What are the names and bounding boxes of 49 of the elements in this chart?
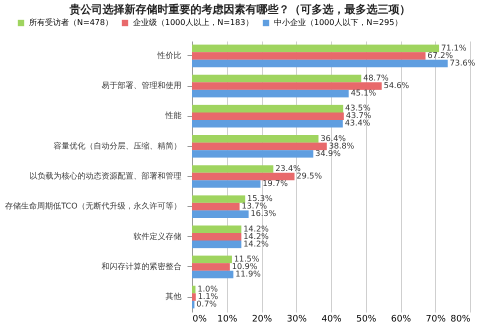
data-label: 11.9%	[235, 269, 262, 278]
data-label: 16.3%	[250, 209, 276, 218]
data-label: 73.6%	[450, 58, 476, 68]
data-label: 71.1%	[441, 43, 467, 52]
y-tick-label: 其他	[166, 292, 182, 302]
data-label: 19.7%	[262, 179, 288, 188]
data-label: 10.9%	[232, 262, 258, 271]
x-tick-label: 80%	[450, 314, 471, 324]
x-tick-label: 70%	[426, 314, 446, 324]
y-tick-label: 性能	[164, 111, 182, 120]
data-label: 23.4%	[275, 164, 302, 173]
data-label: 1.1%	[198, 292, 219, 302]
data-label: 43.5%	[345, 104, 371, 113]
y-tick-label: 性价比	[156, 50, 182, 60]
data-label: 67.2%	[428, 50, 454, 60]
data-label: 43.4%	[344, 118, 371, 128]
y-tick-label: 容量优化（自动分层、压缩、精简）	[54, 141, 182, 150]
y-tick-label: 易于部署、管理和使用	[102, 81, 182, 90]
chart-title: 贵公司选择新存储时重要的考虑因素有哪些？（可多选，最多选三项）	[68, 3, 410, 16]
data-label: 38.8%	[328, 141, 355, 150]
data-label: 54.6%	[384, 81, 410, 90]
x-tick-label: 30%	[286, 314, 308, 324]
y-tick-label: 存储生命周期低TCO（无断代升级，永久许可等）	[5, 202, 182, 211]
data-label: 0.7%	[196, 300, 218, 309]
data-label: 45.1%	[350, 88, 377, 98]
legend-label: 所有受访者（N=478）	[29, 18, 113, 27]
x-tick-label: 10%	[217, 314, 238, 324]
data-label: 43.7%	[346, 111, 372, 120]
x-tick-label: 50%	[356, 314, 377, 324]
data-label: 36.4%	[320, 134, 346, 143]
data-label: 14.2%	[243, 232, 270, 241]
data-label: 48.7%	[363, 74, 390, 83]
x-tick-label: 60%	[390, 314, 412, 324]
data-label: 14.2%	[243, 224, 270, 234]
y-tick-label: 软件定义存储	[134, 232, 182, 241]
x-tick-label: 0%	[192, 314, 208, 324]
x-tick-label: 40%	[321, 314, 342, 324]
y-tick-label: 和闪存计算的紧密整合	[102, 262, 182, 271]
data-label: 34.9%	[315, 148, 342, 158]
legend-label: 中小企业（1000人以下，N=295）	[274, 18, 402, 27]
data-label: 13.7%	[242, 202, 268, 211]
data-label: 15.3%	[247, 194, 273, 204]
data-label: 14.2%	[243, 239, 270, 248]
legend-label: 企业级（1000人以上，N=183）	[133, 18, 254, 27]
y-tick-label: 以负载为核心的动态资源配置、部署和管理	[30, 172, 182, 180]
data-label: 29.5%	[296, 172, 322, 180]
data-label: 1.0%	[197, 284, 218, 294]
x-tick-label: 20%	[252, 314, 272, 324]
data-label: 11.5%	[234, 254, 260, 264]
